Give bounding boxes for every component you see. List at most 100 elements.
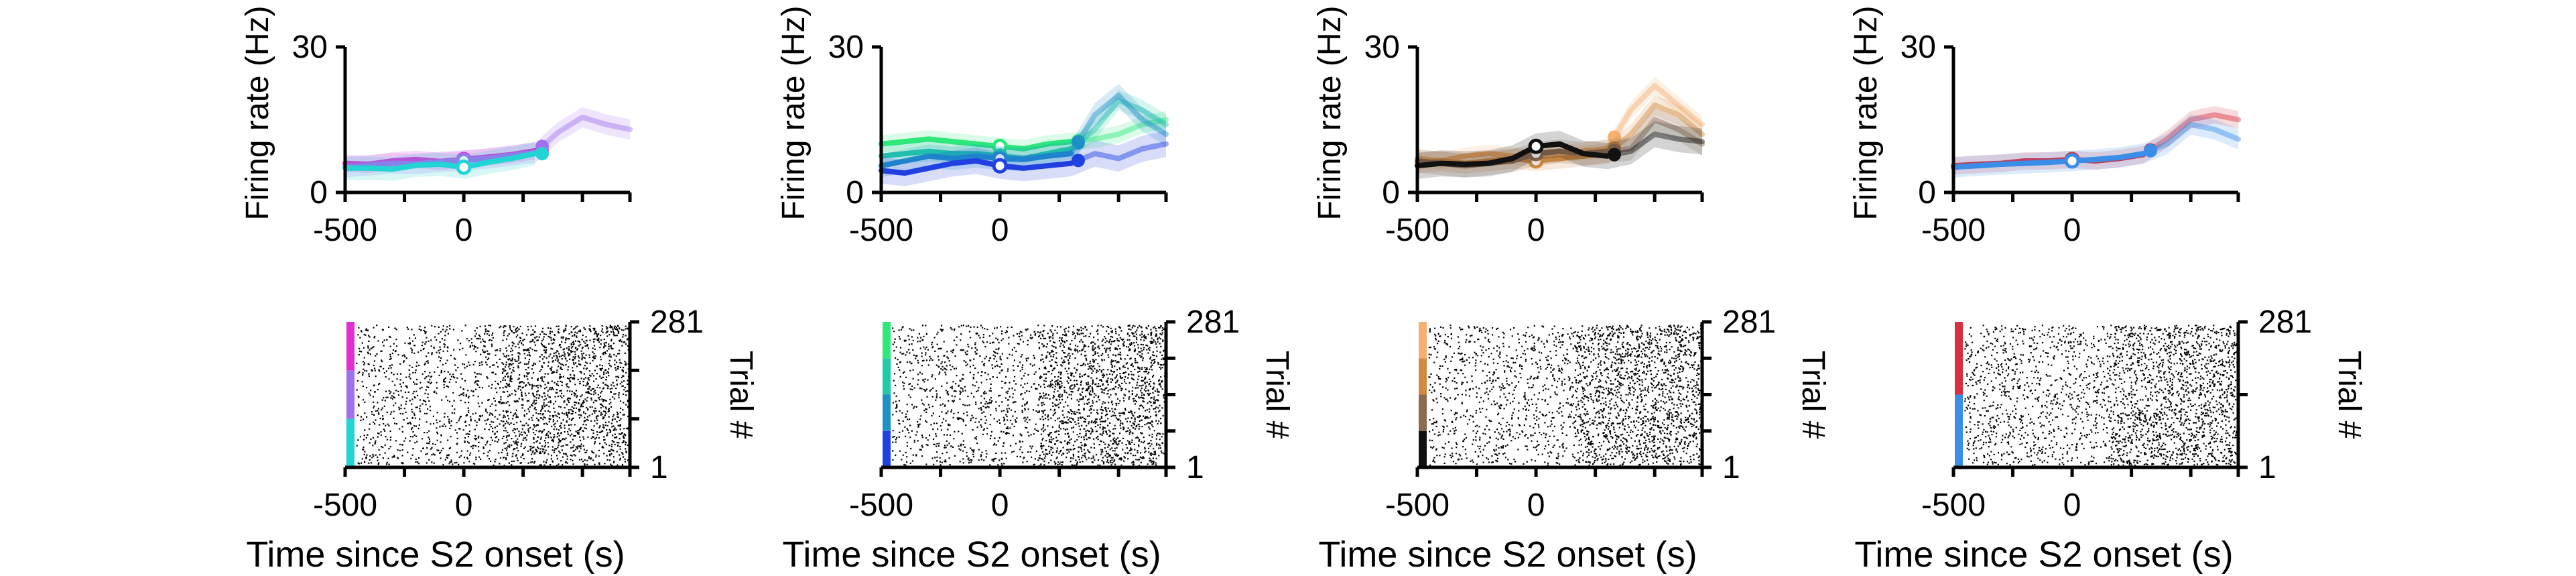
- trial-bottom-label: 1: [1186, 450, 1204, 485]
- condition-bar: [1419, 430, 1427, 467]
- error-band: [881, 84, 1166, 178]
- condition-bar: [1419, 358, 1427, 395]
- series-line: [879, 151, 1074, 169]
- y-axis-label: Trial #: [723, 351, 759, 439]
- axes: -500 0 281 1 Trial # Time since S2 onset (s): [246, 304, 759, 575]
- x-tick-label: 0: [991, 213, 1009, 248]
- error-band: [1953, 106, 2238, 175]
- x-tick-label: -500: [1921, 487, 1986, 523]
- filled-marker: [2143, 143, 2157, 158]
- error-band: [881, 90, 1166, 169]
- series-line-late: [2140, 112, 2241, 158]
- condition-bar: [1419, 322, 1427, 359]
- axes: -500 0 281 1 Trial # Time since S2 onset (s): [1854, 304, 2367, 575]
- trial-top-label: 281: [650, 304, 704, 340]
- condition-bar: [883, 322, 891, 359]
- y-tick-label: 0: [1382, 175, 1400, 211]
- x-tick-label: -500: [1921, 213, 1986, 248]
- trial-bottom-label: 1: [2258, 450, 2276, 485]
- condition-bar: [883, 430, 891, 467]
- open-marker: [2064, 153, 2080, 169]
- axes: -500 0 281 1 Trial # Time since S2 onset (s): [782, 304, 1295, 575]
- condition-bar: [346, 370, 355, 419]
- open-marker: [992, 158, 1008, 174]
- y-tick-label: 30: [292, 30, 328, 65]
- series-line: [879, 158, 1074, 176]
- y-axis-label: Trial #: [2331, 351, 2367, 439]
- spike-dots: [356, 325, 632, 467]
- series-4: [879, 131, 1169, 186]
- x-tick-label: 0: [1527, 487, 1545, 523]
- series-line-late: [1068, 97, 1169, 152]
- series-2: [1951, 114, 2241, 178]
- spike-dots: [892, 325, 1168, 467]
- error-band: [345, 107, 630, 178]
- series-line-late: [1068, 117, 1169, 145]
- filled-marker: [1071, 154, 1085, 168]
- x-tick-label: -500: [1385, 487, 1450, 523]
- x-tick-label: 0: [455, 487, 473, 523]
- raster-panel-2: -500 0 281 1 Trial # Time since S2 onset (s): [782, 304, 1295, 575]
- series-line-late: [1604, 117, 1705, 154]
- open-marker: [1528, 138, 1544, 154]
- y-axis-label: Trial #: [1259, 351, 1295, 439]
- y-tick-label: 30: [1364, 30, 1400, 65]
- y-tick-label: 0: [846, 175, 864, 211]
- x-tick-label: -500: [313, 213, 377, 248]
- series-4: [1415, 121, 1705, 179]
- raster-panel-1: -500 0 281 1 Trial # Time since S2 onset (s): [246, 304, 759, 575]
- condition-bar: [1419, 394, 1427, 431]
- filled-marker: [1607, 148, 1621, 162]
- y-axis-label: Firing rate (Hz): [240, 5, 275, 220]
- series-line-late: [1068, 93, 1169, 157]
- condition-bar: [346, 322, 355, 371]
- x-tick-label: -500: [313, 487, 377, 523]
- y-axis-label: Firing rate (Hz): [776, 5, 812, 220]
- trial-top-label: 281: [1186, 304, 1240, 340]
- x-axis-label: Time since S2 onset (s): [246, 534, 625, 575]
- x-axis-label: Time since S2 onset (s): [782, 534, 1161, 575]
- open-marker: [456, 159, 472, 175]
- axes: -500 0 281 1 Trial # Time since S2 onset (s): [1318, 304, 1831, 575]
- series-3: [342, 141, 549, 181]
- x-tick-label: 0: [2063, 213, 2081, 248]
- y-axis-label: Trial #: [1795, 351, 1831, 439]
- condition-bar: [1955, 394, 1963, 467]
- series-line: [1415, 141, 1610, 169]
- error-band: [1417, 95, 1702, 174]
- x-tick-label: 0: [455, 213, 473, 248]
- condition-bar: [883, 358, 891, 395]
- series-line-late: [2140, 121, 2241, 157]
- x-tick-label: 0: [991, 487, 1009, 523]
- condition-bar: [883, 394, 891, 431]
- series-line: [879, 136, 1074, 152]
- error-band: [881, 131, 1166, 186]
- raster-panel-4: -500 0 281 1 Trial # Time since S2 onset (s): [1854, 304, 2367, 575]
- series-line-late: [1604, 102, 1705, 157]
- trial-bottom-label: 1: [650, 450, 668, 485]
- y-axis-label: Firing rate (Hz): [1848, 5, 1884, 220]
- series-line-late: [532, 114, 633, 156]
- x-tick-label: 0: [1527, 213, 1545, 248]
- x-axis-label: Time since S2 onset (s): [1318, 534, 1697, 575]
- filled-marker: [1607, 130, 1621, 144]
- series-line: [342, 151, 538, 172]
- y-tick-label: 0: [1918, 175, 1936, 211]
- series-line-late: [1604, 82, 1705, 152]
- y-tick-label: 30: [828, 30, 864, 65]
- spike-dots: [1428, 325, 1703, 466]
- trial-bottom-label: 1: [1722, 450, 1740, 485]
- y-tick-label: 30: [1901, 30, 1936, 65]
- series-line-late: [1068, 141, 1169, 166]
- series-line: [1951, 151, 2146, 170]
- error-band: [881, 111, 1166, 158]
